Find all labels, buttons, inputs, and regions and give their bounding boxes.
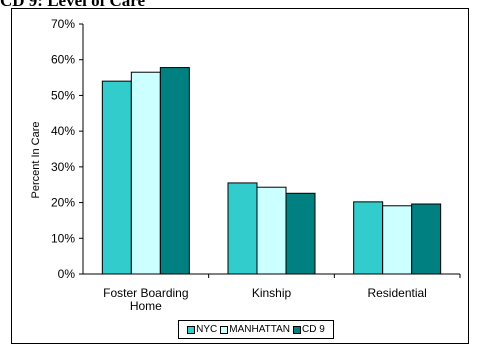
- legend-label: CD 9: [302, 324, 325, 335]
- y-axis-title: Percent In Care: [30, 121, 42, 198]
- bar-nyc: [227, 182, 258, 275]
- y-tick-label: 40%: [51, 124, 75, 138]
- legend-swatch: [187, 325, 196, 334]
- chart-area: 0% 10% 20% 30% 40% 50% 60% 70% Foster Boarding Ho…: [11, 8, 469, 344]
- legend-swatch: [293, 325, 302, 334]
- y-tick-label: 50%: [51, 88, 75, 102]
- y-tick-label: 0%: [58, 267, 76, 281]
- y-tick-label: 30%: [51, 160, 75, 174]
- x-category-label-line: Residential: [367, 286, 426, 300]
- bar-manhattan: [130, 71, 161, 275]
- x-category-label-line: Home: [130, 299, 162, 313]
- bar-chart: 0% 10% 20% 30% 40% 50% 60% 70% Foster Boarding Ho…: [30, 17, 461, 313]
- bar-manhattan: [382, 205, 413, 275]
- x-category-label: Kinship: [252, 286, 292, 300]
- bar-cd-9: [411, 203, 442, 275]
- legend-label: MANHATTAN: [229, 324, 291, 335]
- y-tick-label: 10%: [51, 231, 75, 245]
- legend-swatch: [220, 325, 229, 334]
- chart-legend: NYC MANHATTAN CD 9: [178, 320, 334, 339]
- bar-cd-9: [285, 192, 316, 275]
- bar-manhattan: [256, 186, 287, 275]
- x-category-label: Residential: [367, 286, 426, 300]
- x-category-label: Foster Boarding Home: [103, 286, 188, 313]
- bar-nyc: [353, 201, 384, 275]
- bar-cd-9: [159, 67, 190, 275]
- y-tick-label: 20%: [51, 196, 75, 210]
- legend-item: CD 9: [293, 324, 325, 335]
- x-category-label-line: Foster Boarding: [103, 286, 188, 300]
- y-tick-label: 70%: [51, 17, 75, 31]
- legend-item: NYC: [187, 324, 217, 335]
- x-category-label-line: Kinship: [252, 286, 292, 300]
- legend-label: NYC: [196, 324, 218, 335]
- y-tick-label: 60%: [51, 53, 75, 67]
- chart-title: CD 9: Level of Care: [0, 0, 146, 10]
- legend-item: MANHATTAN: [220, 324, 290, 335]
- bar-nyc: [101, 80, 132, 275]
